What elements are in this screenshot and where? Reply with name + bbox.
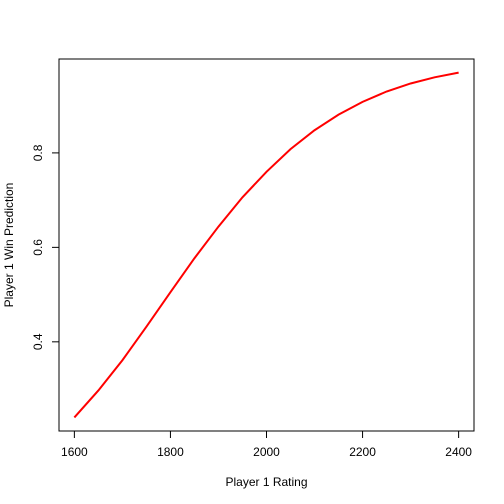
y-tick-label: 0.8: [31, 144, 45, 161]
x-axis: 1600 1800 2000 2200 2400: [61, 430, 472, 459]
y-axis-title: Player 1 Win Prediction: [2, 183, 16, 308]
x-axis-title: Player 1 Rating: [225, 475, 307, 489]
x-tick-label: 2400: [445, 445, 472, 459]
x-tick-label: 1800: [157, 445, 184, 459]
series-line: [73, 71, 459, 419]
x-tick-label: 2000: [253, 445, 280, 459]
y-tick-label: 0.6: [31, 239, 45, 256]
y-axis: 0.4 0.6 0.8: [31, 144, 60, 350]
x-tick-label: 2200: [349, 445, 376, 459]
x-tick-label: 1600: [61, 445, 88, 459]
y-tick-label: 0.4: [31, 333, 45, 350]
plot-frame: [58, 58, 475, 432]
